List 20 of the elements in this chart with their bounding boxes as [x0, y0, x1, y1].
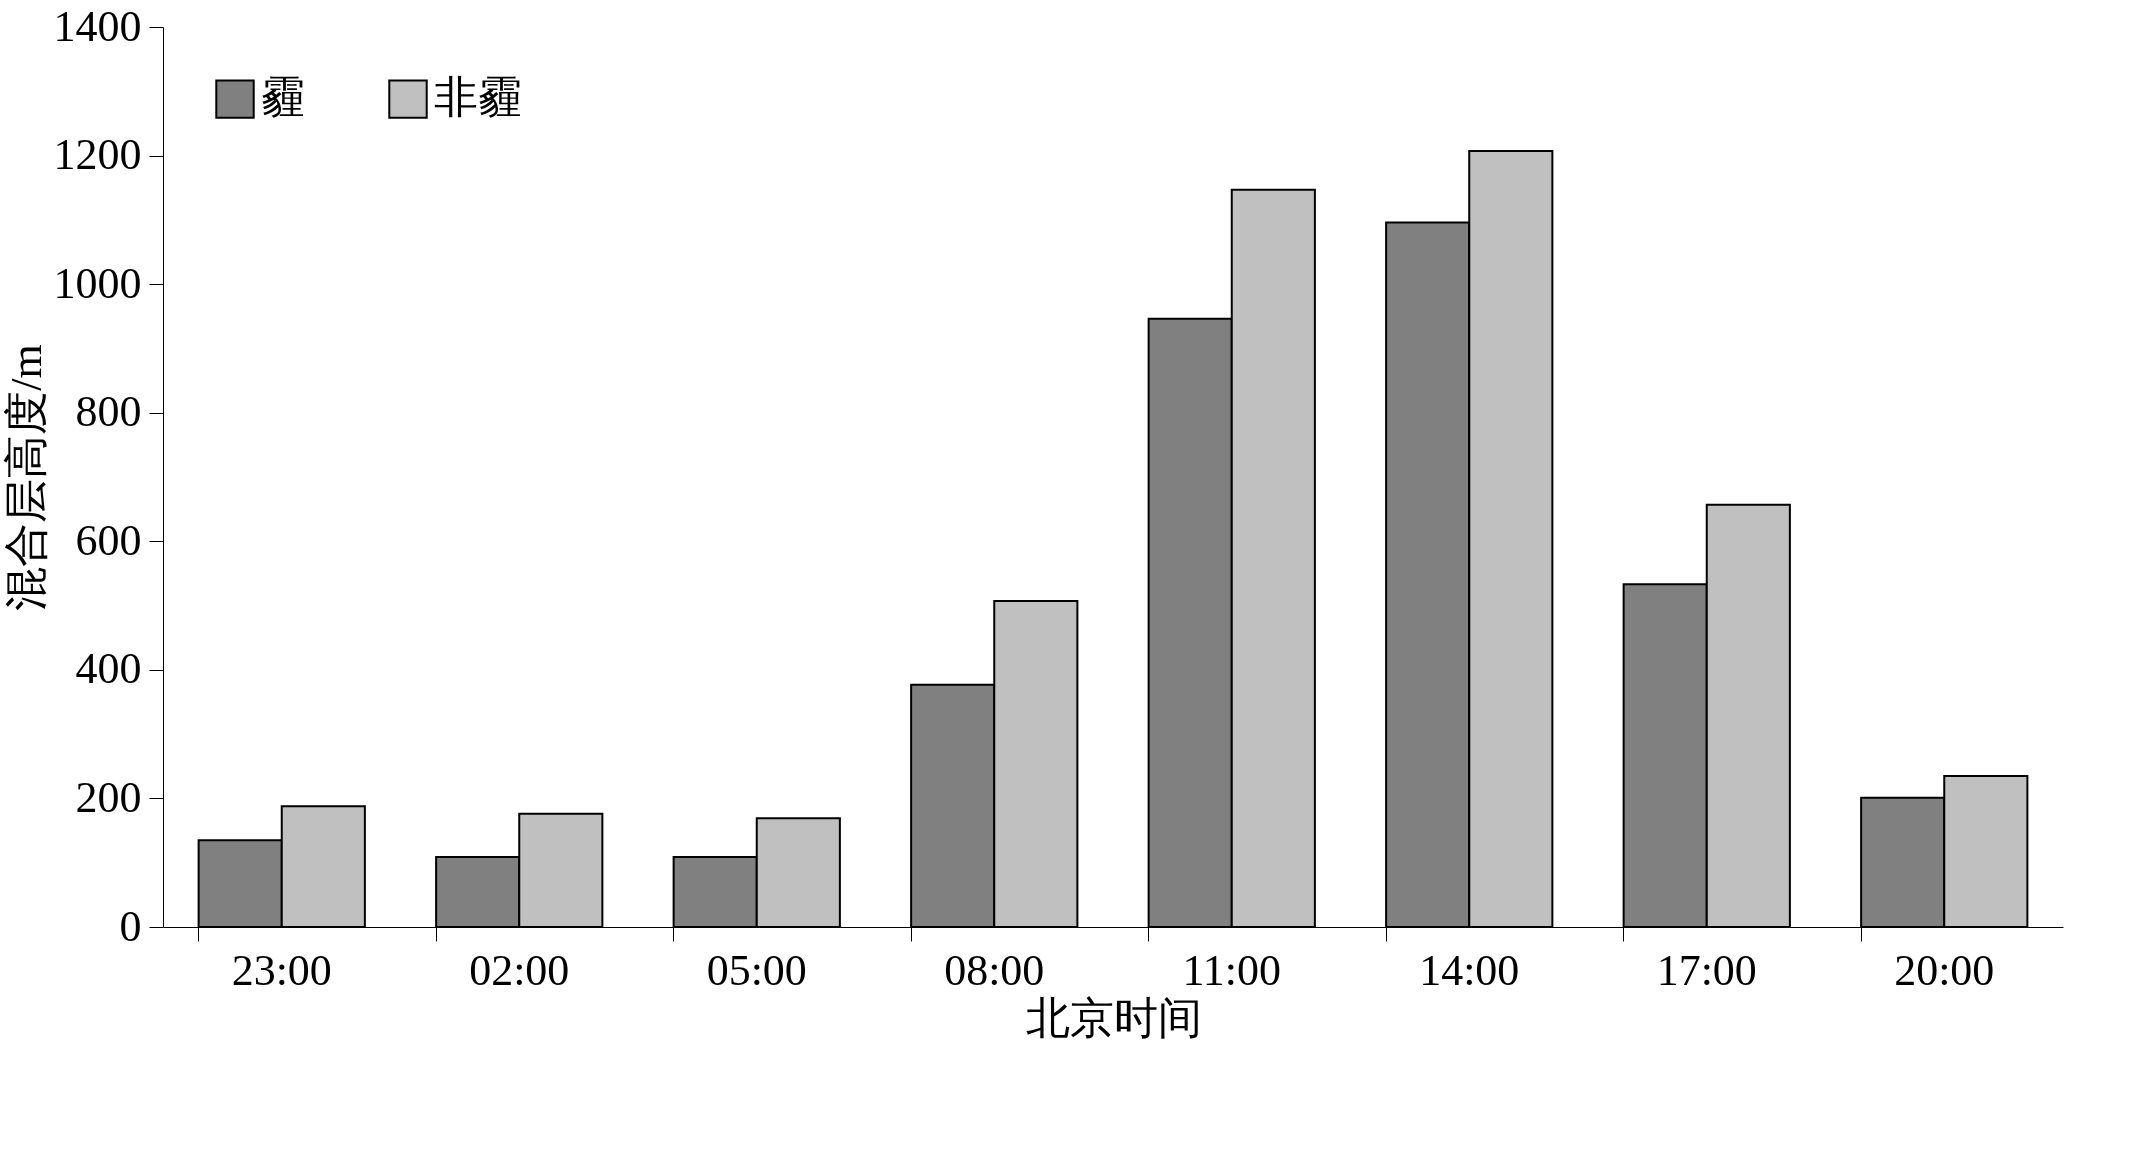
legend-label: 非霾: [434, 73, 522, 123]
y-tick-label: 1400: [53, 1, 142, 51]
y-tick-label: 1200: [53, 130, 142, 180]
y-axis-title: 混合层高度/m: [1, 344, 51, 611]
x-tick-label: 17:00: [1656, 945, 1757, 995]
x-tick-label: 05:00: [706, 945, 807, 995]
x-tick-label: 20:00: [1894, 945, 1995, 995]
x-tick-label: 23:00: [231, 945, 332, 995]
y-tick-label: 800: [75, 387, 142, 437]
x-tick-label: 14:00: [1419, 945, 1520, 995]
legend-label: 霾: [261, 73, 305, 123]
y-tick-label: 200: [75, 772, 142, 822]
y-tick-label: 1000: [53, 258, 142, 308]
y-tick-label: 400: [75, 644, 142, 694]
y-tick-label: 600: [75, 515, 142, 565]
x-tick-label: 11:00: [1182, 945, 1282, 995]
x-tick-label: 02:00: [469, 945, 570, 995]
y-tick-label: 0: [119, 901, 142, 951]
x-tick-label: 08:00: [944, 945, 1045, 995]
x-axis-title: 北京时间: [1025, 993, 1202, 1043]
